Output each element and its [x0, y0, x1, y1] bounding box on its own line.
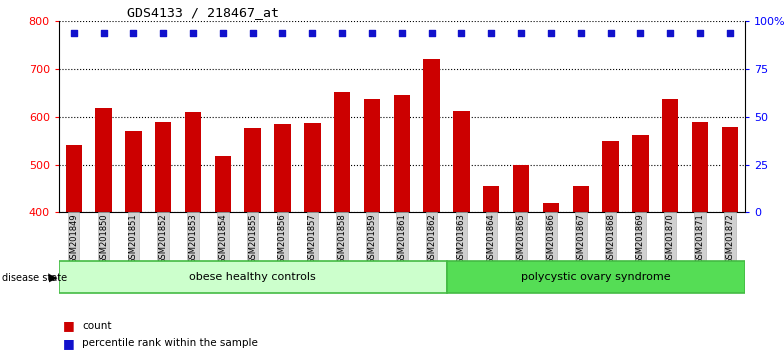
Text: GSM201861: GSM201861	[397, 213, 406, 264]
Point	[216, 30, 229, 35]
Bar	[304, 122, 321, 212]
Point	[485, 30, 498, 35]
Text: GSM201854: GSM201854	[218, 213, 227, 264]
Bar	[483, 186, 499, 212]
Point	[276, 30, 289, 35]
Point	[336, 30, 348, 35]
Bar	[602, 141, 619, 212]
Bar	[96, 108, 112, 212]
Bar	[572, 185, 589, 212]
Text: GSM201872: GSM201872	[725, 213, 735, 264]
Text: GSM201852: GSM201852	[158, 213, 168, 264]
Bar	[691, 122, 708, 212]
Text: GSM201858: GSM201858	[338, 213, 347, 264]
Text: GSM201859: GSM201859	[368, 213, 376, 264]
Bar	[453, 111, 470, 212]
Point	[575, 30, 587, 35]
Text: GSM201849: GSM201849	[69, 213, 78, 264]
Bar	[334, 92, 350, 212]
Text: GSM201850: GSM201850	[99, 213, 108, 264]
Text: count: count	[82, 321, 112, 331]
Point	[515, 30, 528, 35]
Bar	[66, 145, 82, 212]
Text: GSM201857: GSM201857	[308, 213, 317, 264]
Point	[604, 30, 617, 35]
Text: GSM201856: GSM201856	[278, 213, 287, 264]
Bar	[155, 122, 172, 212]
Bar	[632, 135, 648, 212]
Text: GSM201869: GSM201869	[636, 213, 645, 264]
Point	[694, 30, 706, 35]
Point	[545, 30, 557, 35]
Bar	[423, 59, 440, 212]
Text: ■: ■	[63, 337, 74, 350]
Point	[97, 30, 110, 35]
Point	[246, 30, 259, 35]
Text: GSM201868: GSM201868	[606, 213, 615, 264]
Point	[426, 30, 438, 35]
Bar	[245, 128, 261, 212]
Text: GSM201851: GSM201851	[129, 213, 138, 264]
Bar	[447, 261, 745, 293]
Text: GSM201871: GSM201871	[695, 213, 705, 264]
Point	[187, 30, 199, 35]
Point	[306, 30, 318, 35]
Bar	[722, 127, 738, 212]
Point	[127, 30, 140, 35]
Text: GSM201866: GSM201866	[546, 213, 555, 264]
Text: GDS4133 / 218467_at: GDS4133 / 218467_at	[127, 6, 279, 19]
Text: GSM201867: GSM201867	[576, 213, 586, 264]
Bar	[662, 99, 678, 212]
Text: ▶: ▶	[49, 273, 57, 283]
Text: polycystic ovary syndrome: polycystic ovary syndrome	[521, 272, 670, 282]
Text: GSM201853: GSM201853	[188, 213, 198, 264]
Bar	[59, 261, 447, 293]
Point	[664, 30, 677, 35]
Text: GSM201865: GSM201865	[517, 213, 525, 264]
Point	[395, 30, 408, 35]
Bar	[513, 165, 529, 212]
Text: percentile rank within the sample: percentile rank within the sample	[82, 338, 258, 348]
Bar	[215, 155, 231, 212]
Bar	[274, 124, 291, 212]
Point	[365, 30, 378, 35]
Bar	[394, 95, 410, 212]
Text: GSM201864: GSM201864	[487, 213, 495, 264]
Bar	[125, 131, 142, 212]
Text: GSM201862: GSM201862	[427, 213, 436, 264]
Bar	[543, 203, 559, 212]
Text: GSM201870: GSM201870	[666, 213, 675, 264]
Text: GSM201855: GSM201855	[249, 213, 257, 264]
Text: GSM201863: GSM201863	[457, 213, 466, 264]
Text: disease state: disease state	[2, 273, 67, 283]
Point	[456, 30, 468, 35]
Point	[724, 30, 736, 35]
Text: obese healthy controls: obese healthy controls	[189, 272, 316, 282]
Bar	[364, 99, 380, 212]
Point	[67, 30, 80, 35]
Point	[634, 30, 647, 35]
Text: ■: ■	[63, 319, 74, 332]
Point	[157, 30, 169, 35]
Bar	[185, 112, 201, 212]
